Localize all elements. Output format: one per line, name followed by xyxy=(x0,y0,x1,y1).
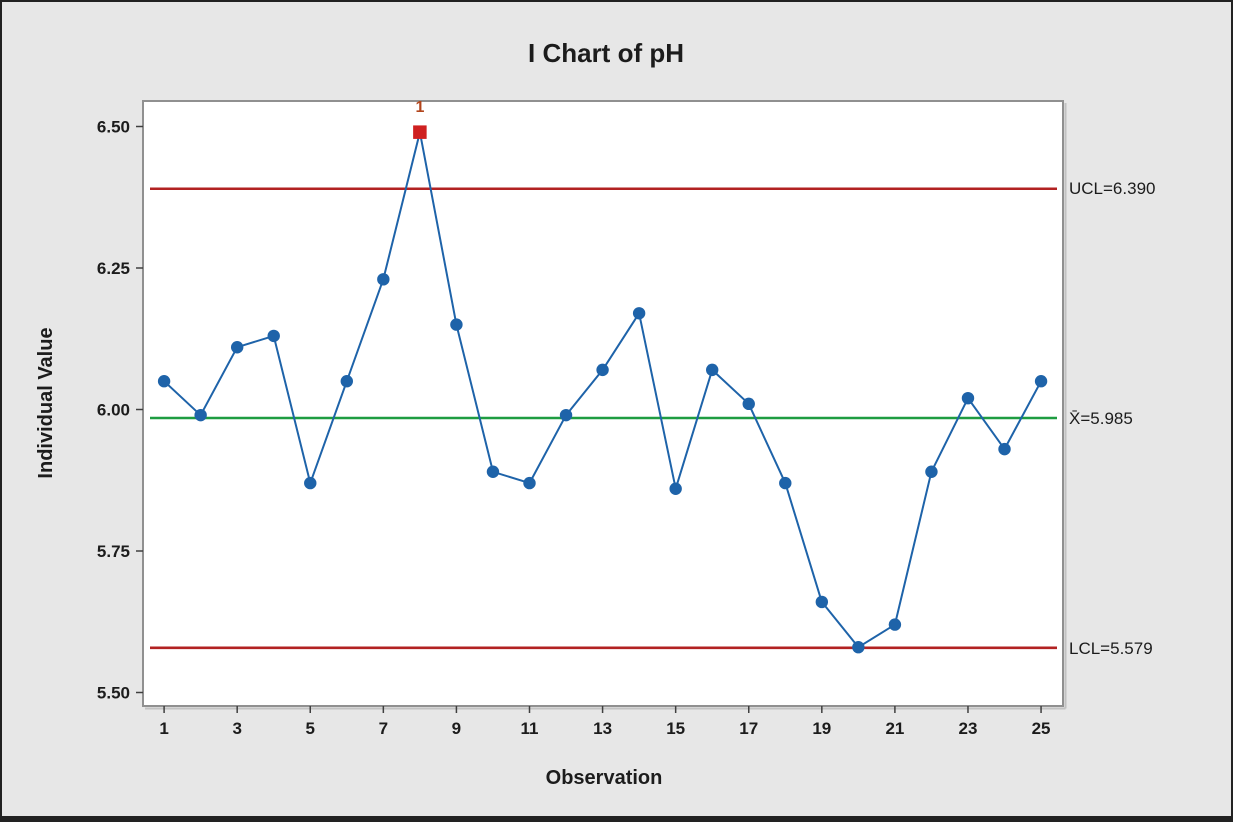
data-point xyxy=(304,476,317,490)
data-point xyxy=(596,363,609,377)
out-of-control-flag: 1 xyxy=(415,99,424,116)
y-tick-label: 6.50 xyxy=(97,118,130,137)
data-point-out-of-control xyxy=(413,125,427,139)
x-tick-label: 1 xyxy=(159,719,168,738)
data-point xyxy=(1034,375,1048,388)
y-tick-label: 6.25 xyxy=(97,259,130,278)
x-tick-label: 19 xyxy=(812,719,831,738)
data-point xyxy=(450,318,463,331)
data-point xyxy=(632,307,646,320)
x-tick-label: 7 xyxy=(379,719,388,738)
data-point xyxy=(742,397,755,411)
data-point xyxy=(486,465,500,478)
x-tick-label: 11 xyxy=(521,719,539,738)
data-series xyxy=(157,125,1048,654)
x-tick-label: 5 xyxy=(306,719,315,738)
window-frame-bottom xyxy=(0,816,1233,822)
plot-area xyxy=(142,100,1064,707)
x-tick-label: 23 xyxy=(959,719,978,738)
x-tick-label: 15 xyxy=(666,719,685,738)
axis-ticks: 6.506.256.005.755.501 3 5 7 9 11 13 15 17 19 21 23 2… xyxy=(97,118,1051,739)
ucl-label: UCL=6.390 xyxy=(1069,179,1155,198)
x-tick-label: 9 xyxy=(452,719,461,738)
data-point xyxy=(669,482,682,495)
data-point xyxy=(852,641,865,654)
y-tick-label: 6.00 xyxy=(97,401,130,420)
data-point xyxy=(998,442,1011,456)
data-point xyxy=(157,375,171,388)
data-point xyxy=(815,595,829,609)
center-line-label: X̄=5.985 xyxy=(1069,409,1133,428)
data-point xyxy=(559,408,573,422)
data-point xyxy=(925,465,938,478)
x-tick-label: 21 xyxy=(885,719,904,738)
lcl-label: LCL=5.579 xyxy=(1069,639,1153,658)
data-point xyxy=(194,408,207,422)
data-point xyxy=(888,618,902,631)
y-tick-label: 5.75 xyxy=(97,542,130,561)
x-tick-label: 17 xyxy=(739,719,758,738)
data-point xyxy=(230,341,244,354)
y-tick-label: 5.50 xyxy=(97,684,130,703)
control-lines xyxy=(150,187,1057,650)
data-point xyxy=(706,363,719,377)
x-tick-label: 3 xyxy=(232,719,241,738)
x-axis-title: Observation xyxy=(546,767,663,789)
data-point xyxy=(523,476,536,490)
data-point xyxy=(267,329,280,343)
data-point xyxy=(961,391,975,405)
x-tick-label: 13 xyxy=(593,719,612,738)
data-point xyxy=(340,375,353,388)
x-tick-label: 25 xyxy=(1032,719,1051,738)
data-point xyxy=(779,476,792,490)
chart-title: I Chart of pH xyxy=(528,38,684,68)
data-point xyxy=(377,273,390,286)
y-axis-title: Individual Value xyxy=(35,327,57,478)
